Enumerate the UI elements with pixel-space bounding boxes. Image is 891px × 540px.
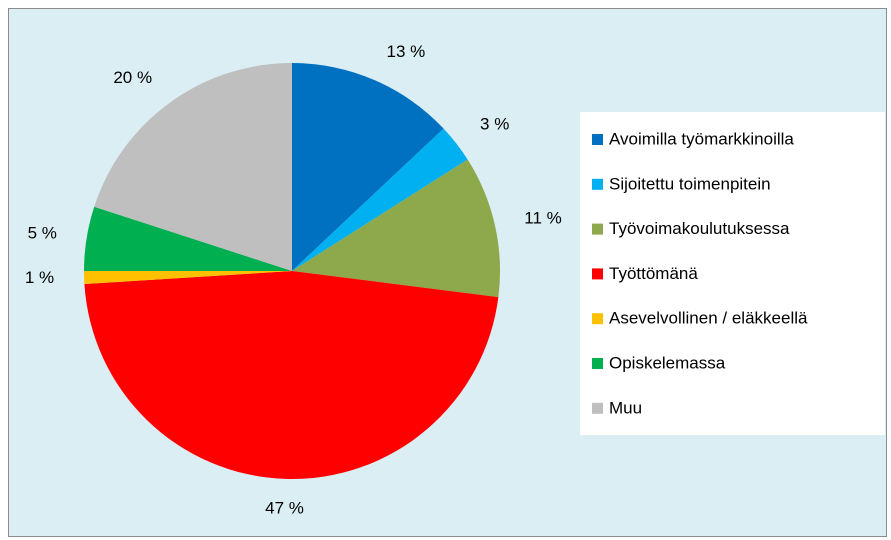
data-label: 11 %	[524, 209, 562, 228]
legend-swatch	[592, 223, 603, 235]
data-label: 5 %	[28, 223, 57, 242]
legend-swatch	[592, 313, 603, 325]
pie-slice	[292, 128, 468, 271]
data-label: 47 %	[265, 498, 304, 517]
legend-label: Asevelvollinen / eläkkeellä	[609, 309, 808, 328]
pie-slice	[292, 159, 501, 298]
legend-label: Muu	[609, 398, 642, 417]
pie-slice	[84, 206, 292, 271]
data-label: 13 %	[387, 42, 426, 61]
pie-slice	[84, 271, 292, 285]
legend-label: Avoimilla työmarkkinoilla	[609, 129, 794, 148]
legend-label: Opiskelemassa	[609, 353, 726, 372]
legend-label: Työttömänä	[609, 264, 698, 283]
pie-slice	[292, 63, 444, 271]
legend-box	[580, 112, 885, 435]
legend-swatch	[592, 402, 603, 414]
legend-label: Työvoimakoulutuksessa	[609, 219, 790, 238]
data-label: 1 %	[25, 268, 54, 287]
legend-swatch	[592, 178, 603, 190]
data-label: 3 %	[480, 115, 509, 134]
legend-swatch	[592, 134, 603, 145]
legend-label: Sijoitettu toimenpitein	[609, 174, 771, 193]
pie-slice	[84, 271, 499, 480]
data-label: 20 %	[113, 68, 152, 87]
legend-swatch	[592, 268, 603, 280]
pie-slice	[94, 63, 293, 271]
legend-swatch	[592, 358, 603, 369]
